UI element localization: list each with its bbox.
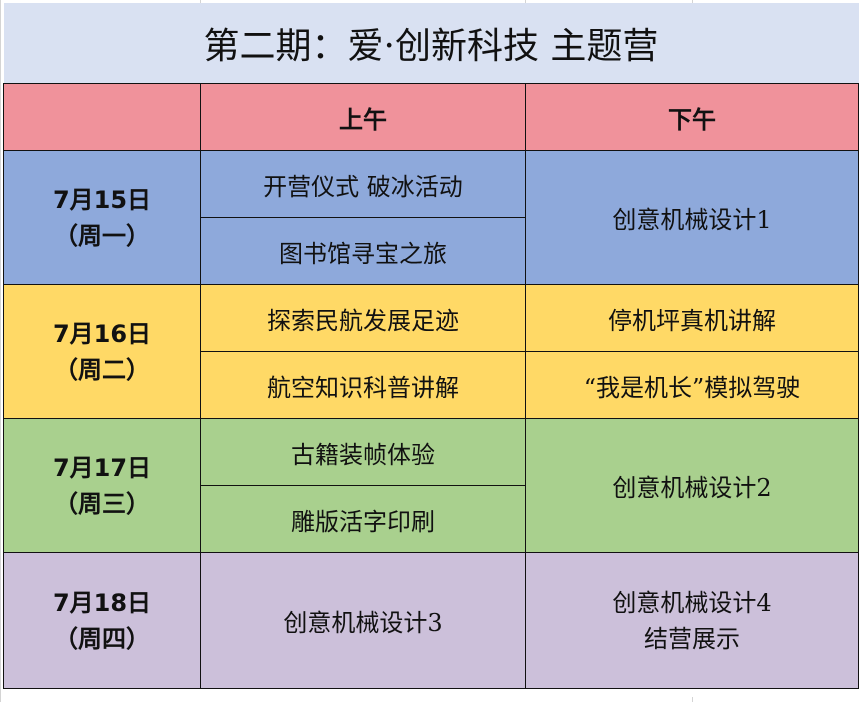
schedule-table: 第二期：爱·创新科技 主题营 上午 下午 7月15日 （周一） 开营仪式 破冰活动…: [3, 3, 859, 689]
page-title[interactable]: 第二期：爱·创新科技 主题营: [3, 3, 859, 84]
header-blank[interactable]: [3, 83, 201, 151]
afternoon-line: 创意机械设计4: [612, 588, 772, 617]
date: 7月16日: [52, 319, 152, 348]
morning-cell[interactable]: 创意机械设计3: [200, 552, 526, 689]
morning-cell[interactable]: 图书馆寻宝之旅: [200, 217, 526, 285]
afternoon-line: 结营展示: [644, 624, 740, 653]
date: 7月17日: [52, 453, 152, 482]
day-cell[interactable]: 7月15日 （周一）: [3, 150, 201, 285]
afternoon-cell[interactable]: 停机坪真机讲解: [525, 284, 859, 352]
morning-cell[interactable]: 开营仪式 破冰活动: [200, 150, 526, 218]
morning-cell[interactable]: 雕版活字印刷: [200, 485, 526, 553]
day-cell[interactable]: 7月18日 （周四）: [3, 552, 201, 689]
morning-cell[interactable]: 古籍装帧体验: [200, 418, 526, 486]
date: 7月15日: [52, 185, 152, 214]
morning-cell[interactable]: 航空知识科普讲解: [200, 351, 526, 419]
afternoon-cell[interactable]: 创意机械设计4 结营展示: [525, 552, 859, 689]
weekday: （周二）: [54, 355, 150, 384]
afternoon-cell[interactable]: 创意机械设计1: [525, 150, 859, 285]
table-row: 7月18日 （周四） 创意机械设计3 创意机械设计4 结营展示: [3, 552, 859, 689]
weekday: （周四）: [54, 624, 150, 653]
weekday: （周一）: [54, 221, 150, 250]
afternoon-cell[interactable]: 创意机械设计2: [525, 418, 859, 553]
header-afternoon[interactable]: 下午: [525, 83, 859, 151]
table-row: 7月16日 （周二） 探索民航发展足迹 停机坪真机讲解: [3, 284, 859, 419]
header-morning[interactable]: 上午: [200, 83, 526, 151]
day-cell[interactable]: 7月17日 （周三）: [3, 418, 201, 553]
weekday: （周三）: [54, 489, 150, 518]
date: 7月18日: [52, 588, 152, 617]
day-cell[interactable]: 7月16日 （周二）: [3, 284, 201, 419]
table-row: 7月17日 （周三） 古籍装帧体验 创意机械设计2: [3, 418, 859, 553]
table-row: 7月15日 （周一） 开营仪式 破冰活动 创意机械设计1: [3, 150, 859, 285]
afternoon-cell[interactable]: “我是机长”模拟驾驶: [525, 351, 859, 419]
morning-cell[interactable]: 探索民航发展足迹: [200, 284, 526, 352]
